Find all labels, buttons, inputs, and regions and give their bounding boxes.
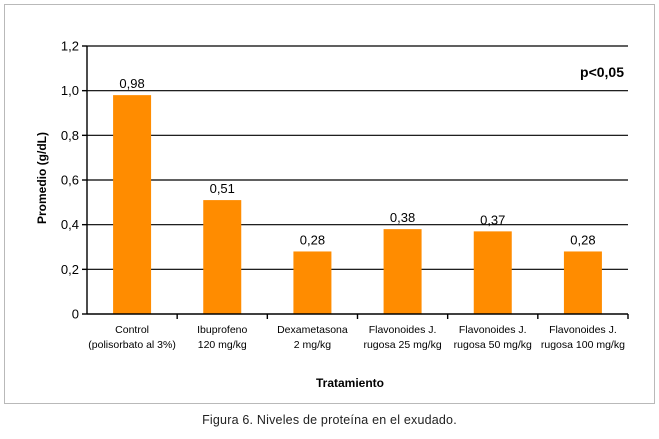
x-tick-label: rugosa 25 mg/kg [363,339,441,351]
y-tick-label: 0 [72,307,79,322]
bars [113,95,602,314]
data-label: 0,51 [210,181,235,196]
bar [293,251,332,314]
x-tick-label: Flavonoides J. [549,324,617,336]
y-tick-labels: 0 0,2 0,4 0,6 0,8 1,0 1,2 [61,39,79,322]
y-tick-label: 0,4 [61,217,79,232]
bar [383,229,422,314]
x-tick-label: rugosa 50 mg/kg [454,339,532,351]
x-tick-label: Ibuprofeno [197,324,247,336]
data-label: 0,28 [300,232,325,247]
x-tick-label: Flavonoides J. [369,324,437,336]
data-label: 0,37 [480,212,505,227]
x-tick-labels: Control (polisorbato al 3%) Ibuprofeno 120 … [88,324,625,351]
y-tick-label: 1,2 [61,39,79,54]
figure-caption: Figura 6. Niveles de proteína en el exud… [202,413,457,427]
y-tick-label: 0,8 [61,128,79,143]
x-tick-label: 2 mg/kg [294,339,332,351]
data-label: 0,28 [570,232,595,247]
data-label: 0,98 [119,76,144,91]
data-labels: 0,98 0,51 0,28 0,38 0,37 0,28 [119,76,595,247]
x-tick-label: rugosa 100 mg/kg [541,339,625,351]
y-tick-label: 0,6 [61,173,79,188]
significance-annotation: p<0,05 [580,64,624,80]
axes [82,45,629,319]
x-tick-label: Dexametasona [277,324,348,336]
x-axis-title: Tratamiento [316,376,384,390]
bar [473,231,512,314]
figure-frame: 0 0,2 0,4 0,6 0,8 1,0 1,2 Control (polisorbato … [4,4,655,404]
y-tick-label: 0,2 [61,262,79,277]
bar-chart: 0 0,2 0,4 0,6 0,8 1,0 1,2 Control (polisorbato … [35,39,629,390]
y-axis-title: Promedio (g/dL) [35,132,49,224]
y-tick-label: 1,0 [61,83,79,98]
bar [203,200,242,314]
x-tick-label: 120 mg/kg [198,339,247,351]
data-label: 0,38 [390,210,415,225]
x-tick-label: Control [115,324,149,336]
x-tick-label: Flavonoides J. [459,324,527,336]
bar [563,251,602,314]
gridlines [87,45,628,270]
x-tick-label: (polisorbato al 3%) [88,339,176,351]
bar [113,95,152,314]
